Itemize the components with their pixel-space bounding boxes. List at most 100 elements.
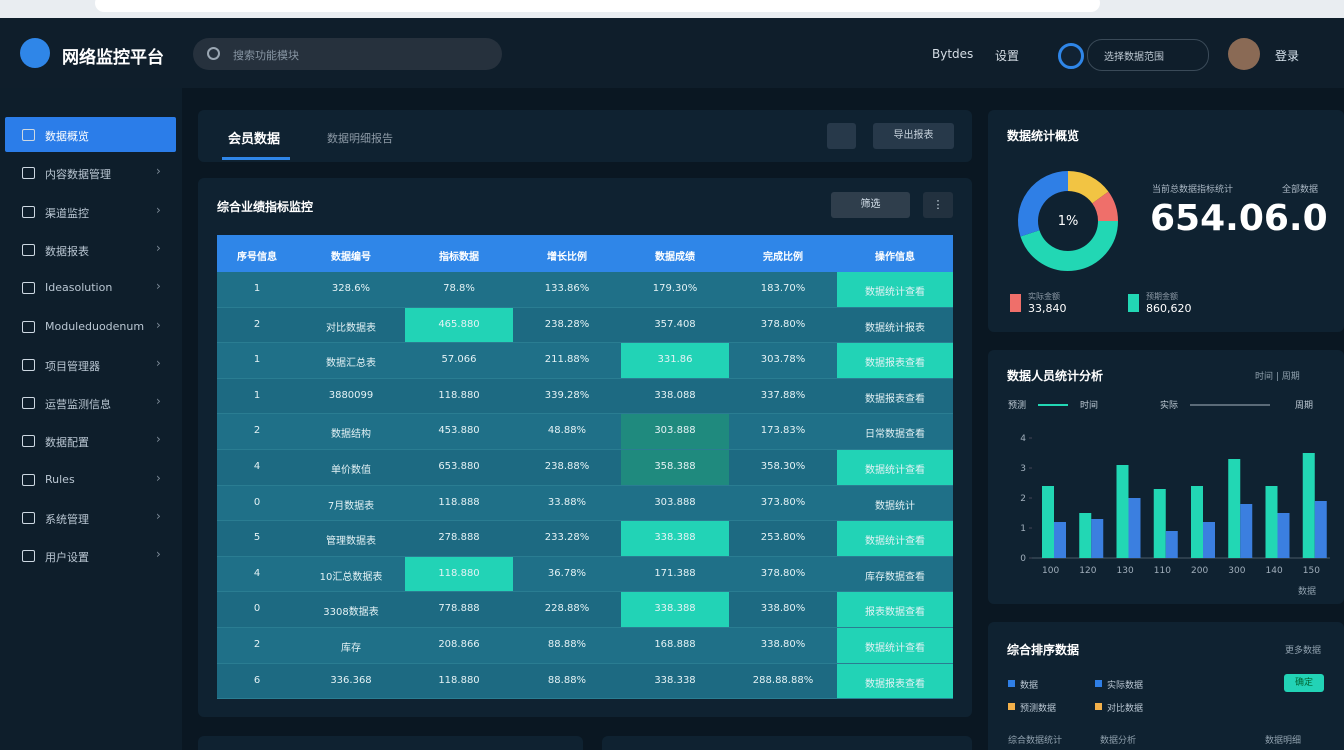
address-bar <box>95 0 1100 12</box>
more-button[interactable]: ⋮ <box>923 192 953 218</box>
table-cell: 数据统计 <box>875 500 915 512</box>
legend-label: 预测 <box>1008 401 1027 411</box>
table-cell: 253.80% <box>760 532 806 544</box>
nav-item[interactable]: Moduleduodenum <box>45 319 145 333</box>
nav-active <box>5 117 176 152</box>
sidebar <box>0 88 182 750</box>
nav-item[interactable]: 运营监测信息 <box>45 398 111 412</box>
icon-button[interactable] <box>827 123 856 149</box>
legend-swatch <box>1008 703 1015 710</box>
table-cell: 数据统计查看 <box>865 536 925 548</box>
nav-item[interactable]: 渠道监控 <box>45 206 89 220</box>
nav-icon <box>22 320 35 333</box>
y-tick-label: 1 <box>1020 524 1026 534</box>
table-cell: 3308数据表 <box>323 607 379 619</box>
card-title: 数据统计概览 <box>1007 129 1080 143</box>
bar <box>1116 465 1129 558</box>
tab-button[interactable]: 导出报表 <box>873 123 954 149</box>
nav-item[interactable]: 内容数据管理 <box>45 168 111 182</box>
table-cell: 单价数值 <box>331 465 371 476</box>
x-tick-label: 200 <box>1191 566 1208 576</box>
nav-item[interactable]: 系统管理 <box>45 513 89 526</box>
status-icon <box>1058 43 1084 69</box>
caption-right: 全部数据 <box>1282 185 1319 195</box>
table-row <box>217 450 953 486</box>
filter-button[interactable]: 筛选 <box>831 192 910 218</box>
table-row <box>217 663 953 700</box>
y-tick-label: 0 <box>1020 554 1026 564</box>
card <box>988 350 1344 604</box>
table-cell: 数据汇总表 <box>326 358 376 370</box>
more-link[interactable]: 更多数据 <box>1285 646 1322 656</box>
nav-item[interactable]: 数据概览 <box>45 130 89 143</box>
donut-segment <box>1067 171 1109 204</box>
logo <box>20 38 50 68</box>
nav-item[interactable]: 数据报表 <box>45 244 89 258</box>
table-cell: 1 <box>253 283 261 294</box>
legend-label: 周期 <box>1295 401 1314 411</box>
footer-label: 数据明细 <box>1265 736 1302 746</box>
search-placeholder: 搜索功能模块 <box>233 49 299 62</box>
legend-label: 数据 <box>1020 681 1039 691</box>
search-box[interactable]: 搜索功能模块 <box>193 38 502 70</box>
table-cell: 日常数据查看 <box>865 429 925 441</box>
table-cell: 库存数据查看 <box>865 571 925 583</box>
tab-underline <box>222 157 290 160</box>
table-cell: 0 <box>253 496 261 508</box>
table-cell: 338.388 <box>654 603 696 615</box>
legend-line <box>1190 404 1270 406</box>
legend-label: 实际金额 <box>1028 292 1060 301</box>
table-cell: 57.066 <box>441 354 477 366</box>
dropdown[interactable]: 选择数据范围 <box>1087 39 1209 71</box>
card-subtitle: 时间 | 周期 <box>1255 372 1300 382</box>
table-cell: 336.368 <box>330 674 372 686</box>
nav-arrow: › <box>156 202 161 217</box>
bar <box>1228 459 1241 558</box>
nav-item[interactable]: 项目管理器 <box>45 359 100 373</box>
table-cell: 2 <box>253 318 261 330</box>
header-link[interactable]: Bytdes <box>932 47 974 61</box>
table-cell: 357.408 <box>654 318 696 330</box>
table-cell: 358.30% <box>760 461 806 472</box>
footer-label: 数据分析 <box>1100 736 1137 746</box>
x-tick-label: 130 <box>1117 566 1134 576</box>
table-cell: 36.78% <box>547 567 587 579</box>
table-row <box>217 414 953 450</box>
card-footer: 数据 <box>1298 587 1317 597</box>
nav-icon <box>22 282 35 295</box>
toggle-button[interactable]: 确定 <box>1284 674 1324 692</box>
table-cell: 288.88.88% <box>752 674 814 686</box>
y-tick-label: 4 <box>1020 434 1026 444</box>
legend-swatch <box>1008 680 1015 687</box>
table-cell: 465.880 <box>438 318 480 330</box>
cell-highlight <box>405 556 513 592</box>
nav-item[interactable]: 数据配置 <box>45 436 89 450</box>
big-number: 654.06.0 <box>1150 198 1328 239</box>
nav-icon <box>22 473 35 486</box>
table-cell: 228.88% <box>544 603 590 615</box>
nav-item[interactable]: Rules <box>45 472 75 486</box>
table-cell: 4 <box>253 567 261 579</box>
card-title: 综合排序数据 <box>1007 643 1080 657</box>
table-cell: 88.88% <box>547 639 587 650</box>
card-title: 数据人员统计分析 <box>1007 369 1104 383</box>
browser-bar <box>0 0 1344 18</box>
user-name[interactable]: 登录 <box>1275 49 1300 63</box>
nav-arrow: › <box>156 470 161 485</box>
nav-icon <box>22 397 35 410</box>
avatar[interactable] <box>1228 38 1260 70</box>
tab[interactable]: 数据明细报告 <box>327 132 393 145</box>
table-cell: 0 <box>253 603 261 615</box>
tab[interactable]: 会员数据 <box>228 132 281 147</box>
table-row <box>217 307 953 344</box>
bar <box>1091 519 1104 558</box>
table-row <box>217 521 953 557</box>
card <box>602 736 972 750</box>
nav-icon <box>22 243 35 256</box>
table-cell: 数据报表查看 <box>865 678 925 690</box>
nav-item[interactable]: 用户设置 <box>45 551 89 565</box>
nav-item[interactable]: Ideasolution <box>45 281 113 295</box>
table-header: 增长比例 <box>547 252 587 263</box>
header-link[interactable]: 设置 <box>995 49 1020 63</box>
app-title: 网络监控平台 <box>62 48 164 68</box>
